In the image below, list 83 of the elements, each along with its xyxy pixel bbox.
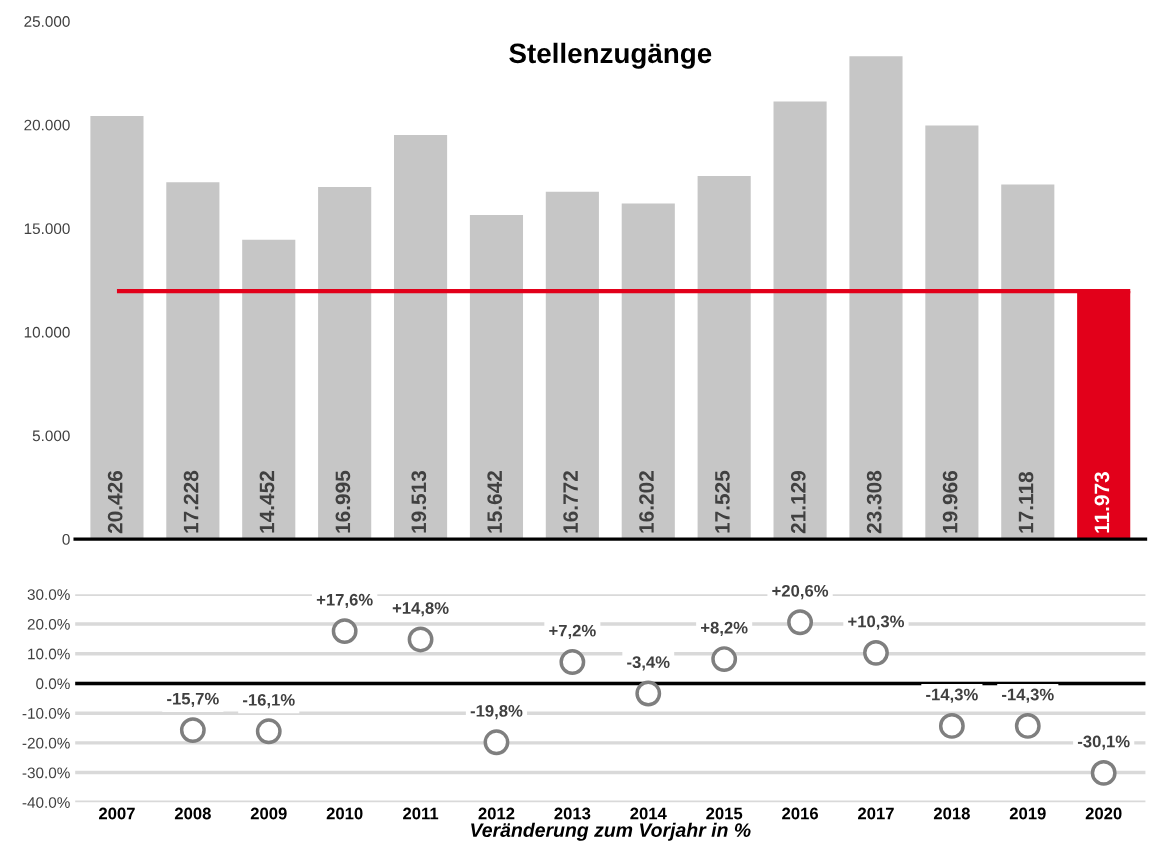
data-label: 16.772 xyxy=(563,471,578,533)
data-label: -15,7% xyxy=(167,692,219,707)
data-label: +8,2% xyxy=(701,621,748,636)
point xyxy=(1090,759,1117,786)
point xyxy=(787,609,814,636)
bar xyxy=(242,239,296,540)
x-axis-title: Veränderung zum Vorjahr in % xyxy=(471,822,751,841)
x-tick-label: 2016 xyxy=(782,807,819,820)
data-label: +7,2% xyxy=(549,624,596,639)
point xyxy=(1014,713,1041,739)
y-tick-label: -30.0% xyxy=(22,767,70,779)
bar xyxy=(318,187,372,540)
data-label: 14.452 xyxy=(259,471,275,533)
x-tick-label: 2011 xyxy=(403,807,439,820)
data-label: +20,6% xyxy=(772,584,829,600)
data-label: 16.995 xyxy=(335,470,351,533)
point xyxy=(407,626,434,653)
point xyxy=(938,713,965,739)
data-label: 11.973 xyxy=(1094,472,1110,533)
y-tick-label: -20.0% xyxy=(22,737,70,749)
y-tick-label: 5.000 xyxy=(32,430,70,442)
data-label: 17.228 xyxy=(183,470,199,533)
data-label: 19.966 xyxy=(942,470,958,533)
data-label: +17,6% xyxy=(316,593,373,609)
data-label: 20.426 xyxy=(107,470,123,534)
x-tick-label: 2010 xyxy=(326,807,363,820)
y-tick-label: 20.000 xyxy=(24,119,70,131)
data-label: 19.513 xyxy=(411,470,427,533)
y-tick-label: 10.000 xyxy=(24,326,70,338)
point xyxy=(559,649,586,675)
x-tick-label: 2013 xyxy=(554,807,591,820)
x-tick-label: 2008 xyxy=(174,807,211,820)
x-tick-label: 2018 xyxy=(933,807,970,820)
point xyxy=(483,729,510,756)
y-tick-label: 0 xyxy=(62,533,70,545)
x-tick-label: 2009 xyxy=(250,807,287,820)
data-label: -14,3% xyxy=(1002,688,1054,703)
y-tick-label: 0.0% xyxy=(36,678,70,690)
bar xyxy=(90,115,144,540)
point xyxy=(255,718,282,745)
data-label: 21.129 xyxy=(790,470,806,534)
x-tick-label: 2014 xyxy=(630,807,667,820)
data-label: 15.642 xyxy=(487,471,503,533)
y-tick-label: -10.0% xyxy=(22,708,70,719)
y-tick-label: 25.000 xyxy=(24,16,70,27)
bar xyxy=(621,203,675,540)
y-tick-label: 20.0% xyxy=(27,618,70,630)
point xyxy=(179,717,206,744)
data-label: +14,8% xyxy=(392,602,449,617)
bar xyxy=(773,101,827,540)
x-tick-label: 2020 xyxy=(1085,807,1122,820)
data-label: -14,3% xyxy=(926,688,978,703)
x-tick-label: 2007 xyxy=(98,807,135,820)
bar xyxy=(849,56,903,540)
data-label: 17.525 xyxy=(715,470,730,533)
x-tick-label: 2019 xyxy=(1009,807,1046,820)
point xyxy=(863,639,889,666)
x-tick-label: 2012 xyxy=(478,807,515,820)
y-tick-label: -40.0% xyxy=(22,797,70,808)
y-tick-label: 15.000 xyxy=(24,223,70,235)
y-tick-label: 10.0% xyxy=(28,648,70,660)
data-label: -30,1% xyxy=(1077,735,1130,750)
x-tick-label: 2015 xyxy=(706,807,743,820)
bar xyxy=(697,176,751,540)
bar xyxy=(394,134,448,540)
data-label: 16.202 xyxy=(639,471,654,533)
point xyxy=(331,618,358,645)
y-tick-label: 30.0% xyxy=(27,589,70,600)
point xyxy=(711,646,738,673)
data-label: -3,4% xyxy=(627,656,670,671)
bar xyxy=(925,125,979,540)
data-label: 17.118 xyxy=(1018,472,1034,533)
data-label: +10,3% xyxy=(848,615,905,630)
data-label: 23.308 xyxy=(866,470,882,534)
point xyxy=(635,680,662,707)
bar xyxy=(166,182,220,540)
text: Stellenzugänge xyxy=(509,42,712,69)
data-label: -19,8% xyxy=(470,704,523,720)
x-tick-label: 2017 xyxy=(858,807,894,820)
bar xyxy=(469,215,524,540)
data-label: -16,1% xyxy=(243,693,295,709)
bar xyxy=(545,191,599,540)
bar xyxy=(1001,184,1055,540)
